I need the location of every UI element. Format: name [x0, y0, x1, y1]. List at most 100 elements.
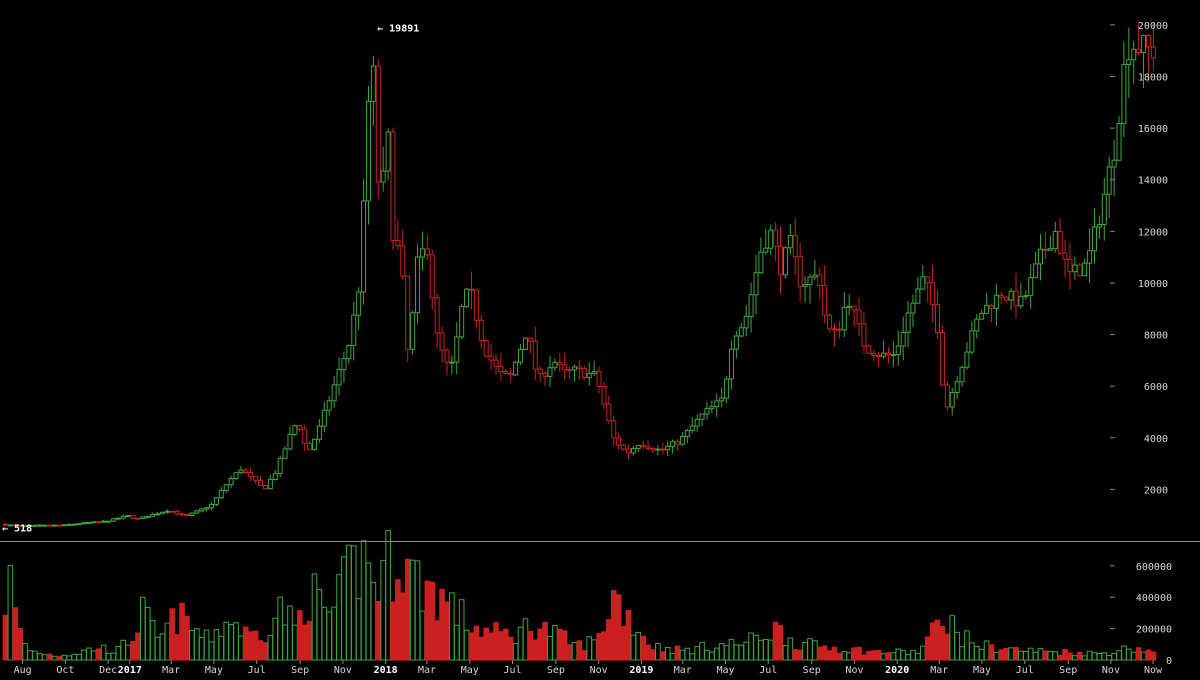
candle-body: [714, 400, 720, 408]
volume-bar: [306, 620, 313, 661]
candle-body: [1033, 263, 1039, 279]
candle-body: [365, 100, 371, 202]
volume-bar: [12, 607, 19, 661]
volume-bar: [964, 630, 970, 661]
candle-body: [1126, 59, 1132, 66]
candle-body: [361, 200, 367, 293]
candle-body: [787, 235, 793, 249]
candle-body: [81, 522, 87, 525]
candle-body: [841, 306, 847, 331]
volume-bar: [272, 617, 279, 661]
volume-bar: [596, 633, 602, 661]
volume-bar: [66, 655, 73, 661]
volume-bar: [365, 562, 372, 661]
candle-body: [429, 254, 435, 299]
candle-body: [1150, 46, 1156, 59]
candle-body: [120, 515, 126, 519]
volume-bar: [355, 598, 362, 661]
time-tick-label: Aug: [14, 665, 32, 675]
volume-bar: [125, 644, 131, 661]
time-tick-label: Mar: [418, 665, 436, 675]
candle-body: [831, 328, 837, 331]
volume-bar: [439, 588, 445, 661]
volume-tick-label: 200000: [1136, 625, 1172, 636]
price-tick-label: 2000: [1144, 485, 1168, 496]
candle-body: [218, 490, 224, 499]
volume-bar: [296, 610, 303, 661]
candle-body: [22, 525, 28, 528]
candle-body: [110, 518, 116, 522]
volume-bar: [831, 646, 838, 661]
candle-body: [611, 420, 617, 439]
candle-body: [635, 445, 641, 449]
time-tick-label: May: [205, 665, 223, 675]
volume-bar: [645, 644, 651, 661]
candle-body: [836, 328, 842, 331]
volume-bar: [301, 624, 308, 661]
candle-body: [768, 229, 774, 249]
volume-bar: [90, 650, 97, 661]
candle-body: [105, 520, 111, 523]
candle-body: [272, 473, 278, 480]
volume-bar: [488, 632, 494, 661]
volume-bar: [542, 621, 548, 661]
candle-body: [400, 245, 406, 277]
time-tick-label: Dec: [99, 665, 117, 675]
candle-body: [52, 524, 58, 527]
price-tick-label: 10000: [1138, 279, 1168, 290]
volume-bar: [758, 639, 764, 661]
time-tick-label: May: [973, 665, 991, 675]
volume-bar: [233, 622, 239, 661]
volume-bar: [728, 638, 735, 661]
candle-body: [419, 248, 425, 258]
volume-bar: [292, 624, 298, 661]
time-tick-label: Nov: [1102, 665, 1120, 675]
volume-bar: [807, 638, 813, 661]
candle-body: [988, 305, 994, 310]
candle-body: [552, 362, 558, 369]
volume-bar: [7, 565, 14, 661]
candle-body: [925, 276, 931, 284]
candle-body: [7, 524, 13, 527]
time-tick-label: 2018: [374, 665, 398, 675]
candle-body: [258, 479, 264, 487]
volume-bar: [409, 559, 416, 661]
volume-bar: [532, 639, 539, 661]
volume-bar: [826, 650, 833, 661]
price-tick-label: 20000: [1138, 21, 1168, 32]
candle-body: [233, 472, 239, 480]
volume-bar: [385, 530, 391, 661]
candle-body: [871, 352, 877, 357]
candle-body: [758, 251, 764, 274]
volume-bar: [507, 636, 514, 661]
volume-bar: [777, 625, 784, 661]
candle-body: [125, 515, 131, 518]
volume-bar: [522, 618, 529, 661]
volume-bar: [949, 615, 956, 661]
candle-body: [763, 247, 769, 253]
candle-body: [900, 331, 906, 347]
price-tick-label: 16000: [1138, 124, 1168, 135]
volume-bar: [1111, 652, 1117, 661]
volume-bar: [885, 652, 892, 661]
volume-bar: [718, 643, 725, 661]
candle-body: [473, 289, 479, 321]
volume-bar: [782, 645, 789, 661]
candle-body: [115, 517, 121, 520]
candle-body: [939, 332, 945, 386]
volume-bar: [674, 645, 681, 661]
candle-body: [326, 400, 332, 411]
candle-body: [1008, 290, 1014, 301]
candle-body: [1101, 193, 1107, 226]
candle-body: [738, 327, 744, 337]
volume-bar: [208, 641, 215, 661]
volume-bar: [978, 648, 985, 661]
volume-bar: [615, 594, 622, 661]
volume-bar: [95, 648, 102, 661]
annotations: ← 19891 ← 518: [2, 24, 419, 535]
candle-body: [974, 318, 980, 332]
candle-body: [1111, 159, 1117, 168]
candle-body: [174, 510, 180, 515]
volume-bar: [1101, 652, 1108, 661]
